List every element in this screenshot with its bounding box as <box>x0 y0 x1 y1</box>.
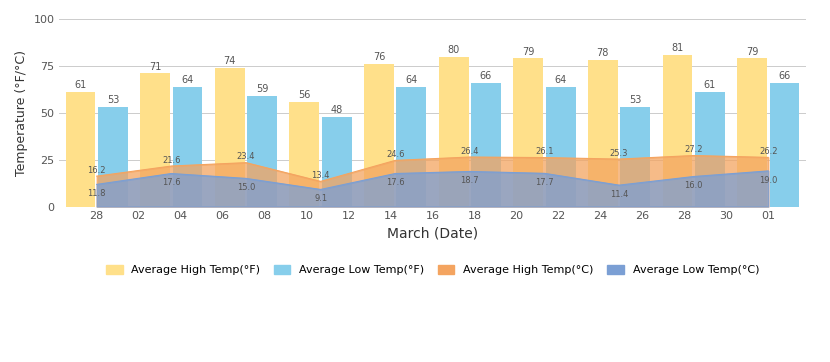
X-axis label: March (Date): March (Date) <box>387 227 478 241</box>
Text: 9.1: 9.1 <box>314 194 327 203</box>
Text: 24.6: 24.6 <box>386 150 404 159</box>
Text: 25.3: 25.3 <box>610 148 628 157</box>
Text: 11.4: 11.4 <box>610 190 628 199</box>
Text: 71: 71 <box>149 62 161 72</box>
Text: 79: 79 <box>746 46 759 56</box>
Bar <box>140 73 170 207</box>
Text: 80: 80 <box>447 45 460 55</box>
Text: 16.2: 16.2 <box>87 166 106 174</box>
Text: 53: 53 <box>629 95 642 105</box>
Text: 19.0: 19.0 <box>759 176 778 185</box>
Text: 27.2: 27.2 <box>685 145 703 154</box>
Bar <box>471 83 500 207</box>
Y-axis label: Temperature (°F/°C): Temperature (°F/°C) <box>15 50 28 176</box>
Bar <box>695 92 725 207</box>
Text: 17.6: 17.6 <box>162 178 181 187</box>
Bar <box>290 101 320 207</box>
Legend: Average High Temp(°F), Average Low Temp(°F), Average High Temp(°C), Average Low : Average High Temp(°F), Average Low Temp(… <box>101 260 764 280</box>
Text: 64: 64 <box>554 75 567 85</box>
Text: 17.7: 17.7 <box>535 178 554 187</box>
Text: 48: 48 <box>330 105 343 115</box>
Bar <box>364 64 394 207</box>
Text: 59: 59 <box>256 84 268 94</box>
Text: 61: 61 <box>704 80 716 90</box>
Bar <box>545 87 575 207</box>
Text: 61: 61 <box>75 80 86 90</box>
Text: 74: 74 <box>223 56 236 66</box>
Bar <box>620 107 650 207</box>
Text: 64: 64 <box>182 75 193 85</box>
Bar <box>66 92 95 207</box>
Text: 79: 79 <box>522 46 535 56</box>
Text: 18.7: 18.7 <box>461 176 479 185</box>
Text: 26.1: 26.1 <box>535 147 554 156</box>
Text: 76: 76 <box>373 52 385 62</box>
Text: 11.8: 11.8 <box>87 189 106 198</box>
Text: 15.0: 15.0 <box>237 183 255 192</box>
Bar <box>513 58 543 207</box>
Text: 16.0: 16.0 <box>685 181 703 190</box>
Text: 53: 53 <box>107 95 119 105</box>
Bar <box>439 56 469 207</box>
Bar <box>737 58 767 207</box>
Text: 64: 64 <box>405 75 417 85</box>
Text: 17.6: 17.6 <box>386 178 404 187</box>
Bar <box>173 87 203 207</box>
Text: 66: 66 <box>480 71 492 81</box>
Text: 23.4: 23.4 <box>237 152 255 161</box>
Bar <box>662 55 692 207</box>
Bar <box>397 87 427 207</box>
Text: 21.6: 21.6 <box>162 156 181 164</box>
Text: 56: 56 <box>298 90 310 100</box>
Text: 81: 81 <box>671 43 684 53</box>
Text: 66: 66 <box>779 71 790 81</box>
Bar <box>98 107 128 207</box>
Text: 13.4: 13.4 <box>311 171 330 180</box>
Bar <box>247 96 277 207</box>
Bar <box>215 68 245 207</box>
Text: 78: 78 <box>597 49 609 58</box>
Bar <box>769 83 799 207</box>
Bar <box>322 117 352 207</box>
Text: 26.4: 26.4 <box>461 147 479 156</box>
Bar <box>588 60 618 207</box>
Text: 26.2: 26.2 <box>759 147 778 156</box>
